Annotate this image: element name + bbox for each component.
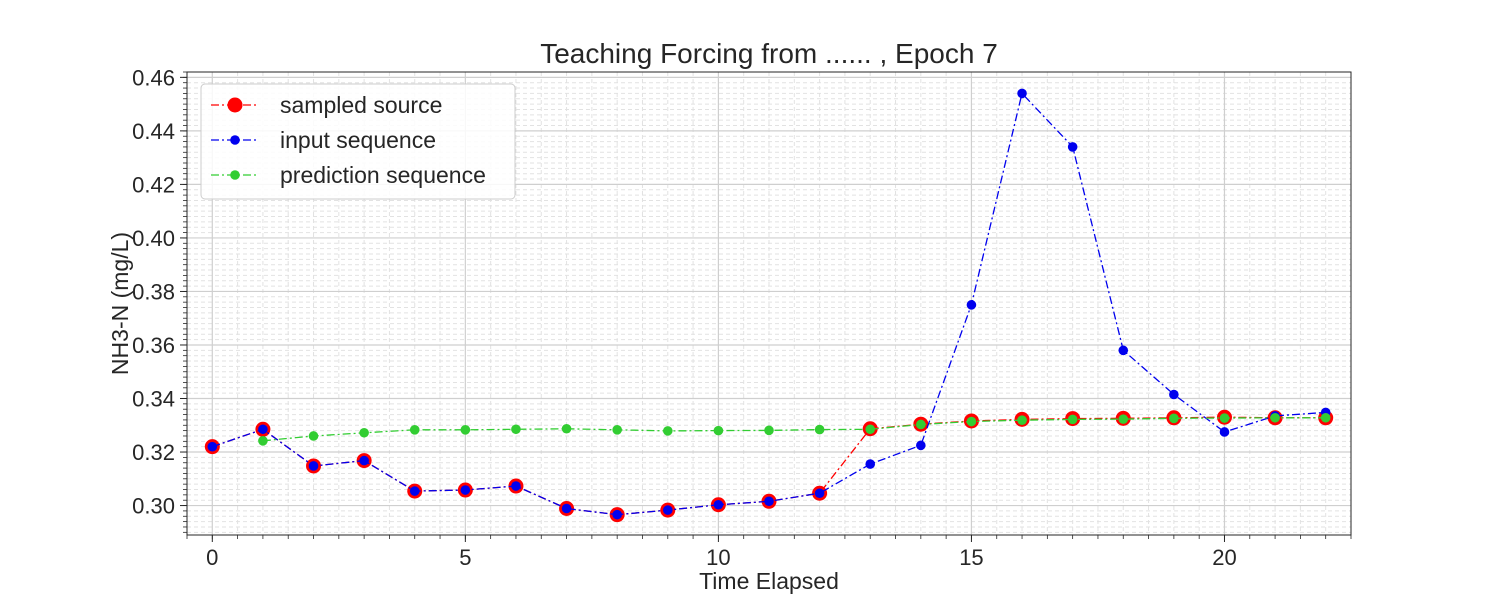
data-point — [1118, 414, 1129, 424]
legend-item: input sequence — [211, 127, 436, 153]
data-point — [1219, 427, 1230, 437]
data-point — [561, 423, 572, 434]
legend-item: sampled source — [211, 92, 442, 118]
data-point — [308, 461, 319, 471]
y-tick-label: 0.36 — [132, 333, 175, 358]
data-point — [1270, 412, 1280, 423]
legend-label: input sequence — [280, 127, 436, 153]
y-tick-label: 0.40 — [132, 226, 175, 251]
data-point — [966, 300, 977, 310]
x-tick-label: 15 — [959, 545, 983, 570]
axis-ticks: 0 5 10 15 20 0.30 0.32 0.34 0.36 0.38 0.40 0.42 0.44… — [132, 65, 1352, 570]
data-point — [1169, 413, 1179, 424]
data-point — [713, 425, 724, 436]
data-point — [409, 425, 420, 435]
data-point — [308, 431, 319, 441]
series-prediction-sequence — [258, 412, 1331, 446]
y-tick-label: 0.42 — [132, 172, 175, 197]
data-point — [359, 455, 369, 466]
data-point — [207, 441, 218, 452]
x-tick-label: 10 — [706, 545, 730, 570]
data-point — [916, 419, 926, 430]
data-point — [1017, 88, 1027, 99]
data-point — [612, 425, 622, 435]
y-axis-label: NH3-N (mg/L) — [107, 232, 133, 375]
data-point — [662, 426, 673, 436]
data-point — [1067, 414, 1078, 425]
data-point — [662, 505, 673, 515]
legend-label: sampled source — [280, 92, 442, 118]
y-tick-label: 0.46 — [132, 65, 175, 90]
legend-marker — [227, 97, 243, 113]
x-tick-label: 5 — [459, 545, 471, 570]
legend-marker — [230, 135, 240, 145]
legend-label: prediction sequence — [280, 162, 486, 188]
data-point — [612, 509, 622, 520]
grid — [186, 71, 1352, 535]
y-tick-label: 0.34 — [132, 387, 175, 412]
data-point — [1017, 415, 1027, 425]
data-point — [561, 503, 572, 514]
data-point — [1320, 412, 1331, 423]
data-point — [865, 459, 876, 469]
y-tick-label: 0.44 — [132, 119, 175, 144]
data-point — [713, 499, 724, 510]
x-axis-label: Time Elapsed — [699, 568, 839, 594]
series-line — [262, 417, 1326, 442]
data-point — [359, 427, 369, 438]
data-point — [814, 424, 825, 435]
data-point — [460, 485, 471, 495]
data-point — [1219, 413, 1230, 423]
legend-marker — [230, 170, 240, 180]
legend: sampled source input sequence prediction s… — [200, 83, 516, 200]
x-tick-label: 20 — [1212, 545, 1236, 570]
legend-item: prediction sequence — [211, 162, 486, 188]
data-point — [258, 435, 268, 446]
data-point — [511, 424, 521, 435]
data-point — [1118, 345, 1129, 356]
chart-title: Teaching Forcing from ...... , Epoch 7 — [540, 38, 998, 69]
data-point — [764, 496, 774, 507]
y-tick-label: 0.32 — [132, 440, 175, 465]
data-point — [1169, 389, 1179, 400]
data-point — [966, 416, 977, 427]
data-point — [511, 481, 521, 491]
data-point — [916, 440, 926, 451]
legend-box — [200, 83, 516, 200]
y-tick-label: 0.30 — [132, 494, 175, 519]
data-point — [258, 424, 268, 435]
y-tick-label: 0.38 — [132, 279, 175, 304]
data-point — [1067, 142, 1078, 152]
x-tick-label: 0 — [206, 545, 218, 570]
data-point — [865, 424, 876, 435]
data-point — [409, 486, 420, 496]
data-point — [814, 488, 825, 499]
series-group — [204, 88, 1334, 523]
data-point — [460, 425, 471, 435]
data-point — [764, 425, 774, 436]
